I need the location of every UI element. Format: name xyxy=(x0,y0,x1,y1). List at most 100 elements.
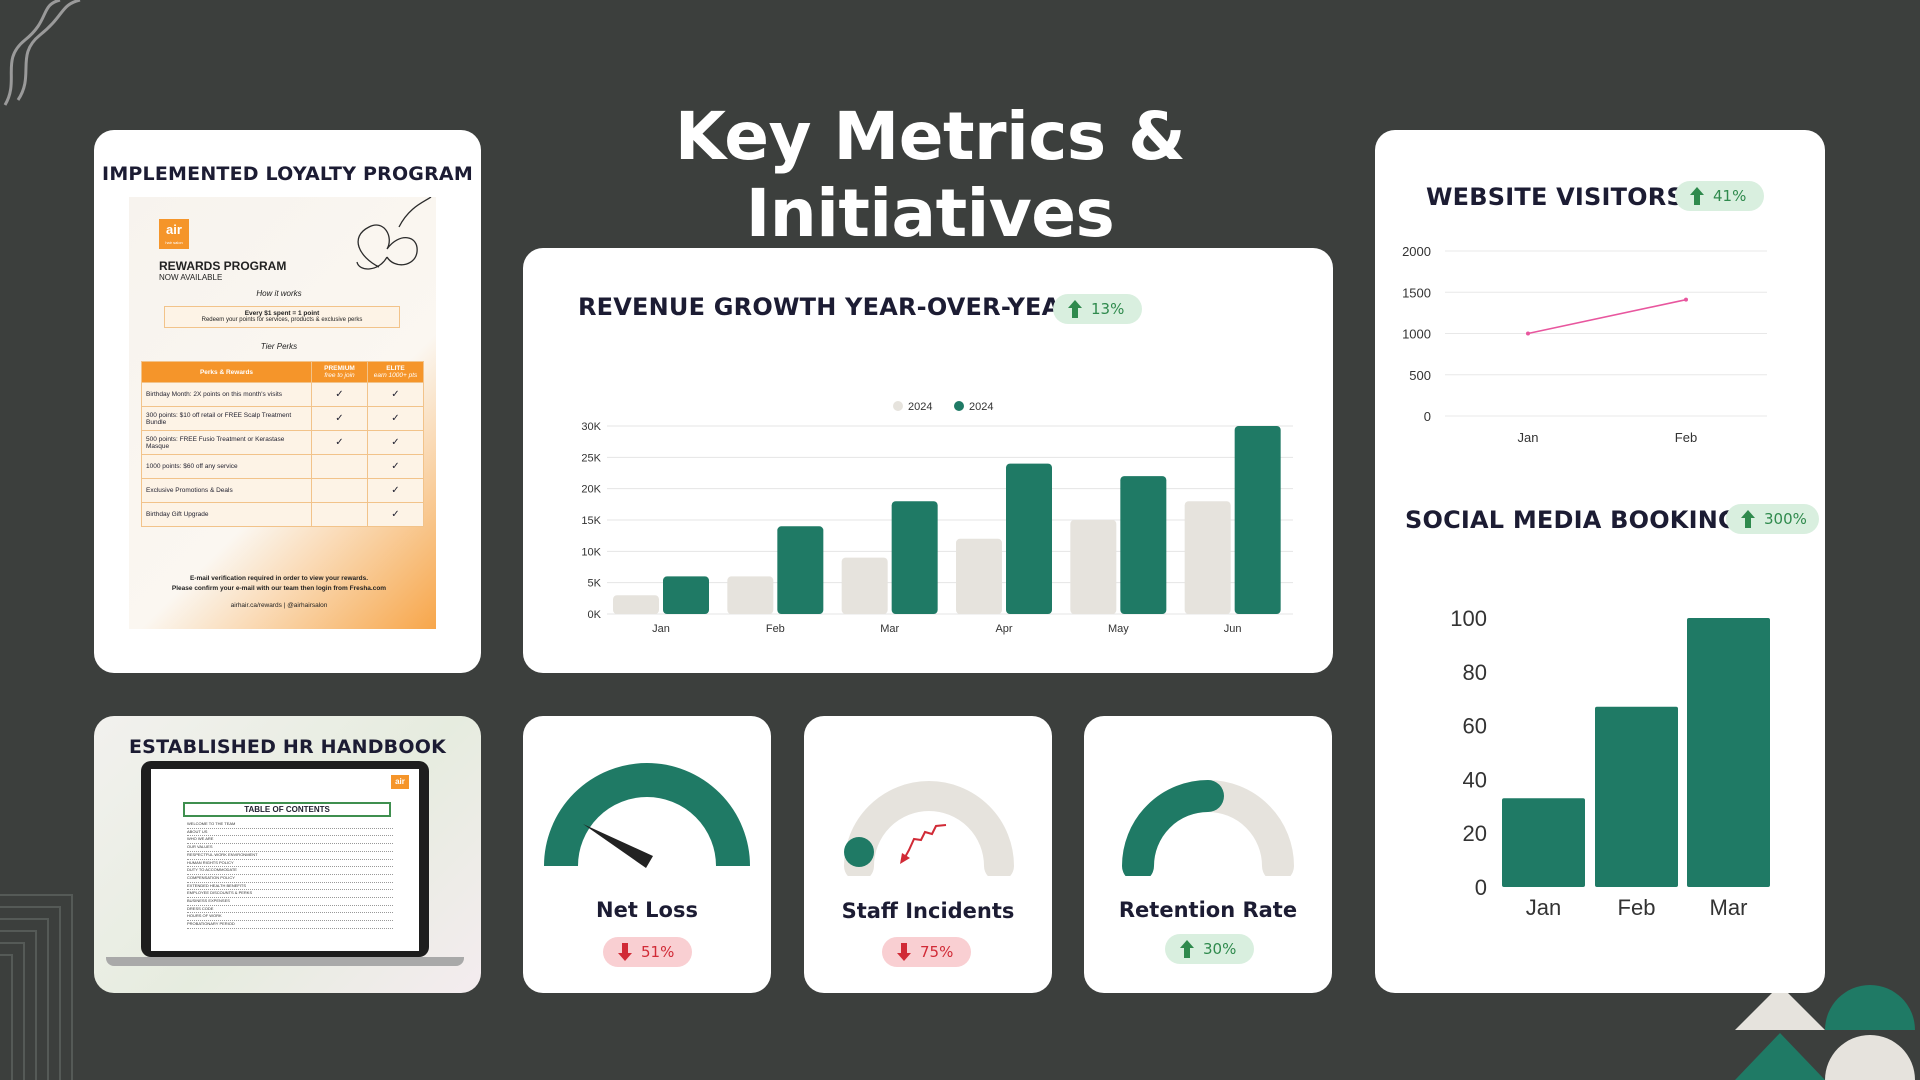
table-row: 1000 points: $60 off any service ✓ xyxy=(141,454,424,479)
page-title: Key Metrics & Initiatives xyxy=(674,98,1186,252)
toc-item: BUSINESS EXPENSES xyxy=(187,898,393,906)
toc-title: TABLE OF CONTENTS xyxy=(183,802,391,817)
staff-incidents-label: Staff Incidents xyxy=(841,899,1015,923)
y-tick-label: 2000 xyxy=(1402,244,1431,259)
retention-rate-gauge xyxy=(1122,780,1294,876)
elite-header: ELITE earn 1000+ pts xyxy=(367,361,424,383)
bar xyxy=(777,526,824,614)
y-tick-label: 20 xyxy=(1463,821,1487,846)
y-tick-label: 40 xyxy=(1463,767,1487,792)
line-series xyxy=(1527,298,1687,335)
toc-item: DRESS CODE xyxy=(187,906,393,914)
chart-legend: 2024 2024 xyxy=(893,401,993,413)
toc-item: ABOUT US xyxy=(187,829,393,837)
y-tick-label: 15K xyxy=(581,515,601,527)
net-loss-label: Net Loss xyxy=(596,898,698,922)
loyalty-program-card: IMPLEMENTED LOYALTY PROGRAM air hair sal… xyxy=(94,130,481,673)
table-row: 500 points: FREE Fusio Treatment or Kera… xyxy=(141,430,424,455)
toc-item: COMPENSATION POLICY xyxy=(187,875,393,883)
laptop-icon: air TABLE OF CONTENTS WELCOME TO THE TEA… xyxy=(141,761,429,957)
net-loss-badge: 51% xyxy=(603,937,693,967)
x-tick-label: Feb xyxy=(766,623,785,635)
bar xyxy=(1595,706,1678,887)
x-tick-label: May xyxy=(1108,623,1129,635)
trend-down-icon xyxy=(903,824,947,860)
bar xyxy=(1234,426,1281,614)
toc-item: HOURS OF WORK xyxy=(187,913,393,922)
y-tick-label: 20K xyxy=(581,484,601,496)
revenue-change-badge: 13% xyxy=(1053,294,1143,324)
y-tick-label: 1000 xyxy=(1402,327,1431,342)
toc-item: WELCOME TO THE TEAM xyxy=(187,821,393,829)
y-tick-label: 0K xyxy=(588,609,602,621)
laptop-base xyxy=(106,957,464,966)
bar xyxy=(1687,618,1770,887)
y-tick-label: 1500 xyxy=(1402,285,1431,300)
social-media-bookings-badge: 300% xyxy=(1726,504,1819,534)
legend-label: 2024 xyxy=(908,401,932,413)
legend-marker xyxy=(954,401,964,411)
y-tick-label: 30K xyxy=(581,421,601,433)
legend-label: 2024 xyxy=(969,401,993,413)
retention-rate-label: Retention Rate xyxy=(1118,898,1298,922)
x-tick-label: Jan xyxy=(1518,430,1539,445)
y-tick-label: 500 xyxy=(1409,368,1431,383)
bar xyxy=(891,501,938,614)
flyer-footer-1: E-mail verification required in order to… xyxy=(189,575,369,582)
bar xyxy=(613,595,659,614)
x-tick-label: Jan xyxy=(1526,895,1561,920)
perks-header: Perks & Rewards xyxy=(141,361,312,383)
toc-item: RESPECTFUL WORK ENVIRONMENT xyxy=(187,852,393,860)
air-logo: air xyxy=(391,775,409,789)
visitors-bookings-card: WEBSITE VISITORS 41% SOCIAL MEDIA BOOKIN… xyxy=(1375,130,1825,993)
retention-rate-badge: 30% xyxy=(1165,934,1255,964)
table-row: Birthday Gift Upgrade ✓ xyxy=(141,502,424,527)
table-row: Birthday Month: 2X points on this month'… xyxy=(141,382,424,407)
toc-list: WELCOME TO THE TEAM ABOUT US WHO WE ARE … xyxy=(187,821,393,929)
y-tick-label: 80 xyxy=(1463,660,1487,685)
table-row: 300 points: $10 off retail or FREE Scalp… xyxy=(141,406,424,431)
flyer-subheading: NOW AVAILABLE xyxy=(159,273,223,282)
toc-item: EMPLOYEE DISCOUNTS & PERKS xyxy=(187,890,393,899)
premium-header: PREMIUM free to join xyxy=(311,361,368,383)
flyer-rule-box: Every $1 spent = 1 point Redeem your poi… xyxy=(164,306,400,328)
bar xyxy=(1502,798,1585,887)
website-visitors-title: WEBSITE VISITORS xyxy=(1426,183,1684,211)
staff-incidents-gauge xyxy=(844,781,1014,876)
arrow-up-icon xyxy=(1068,300,1082,318)
bar xyxy=(1070,520,1117,614)
toc-item: DUTY TO ACCOMMODATE xyxy=(187,867,393,875)
y-tick-label: 100 xyxy=(1450,606,1487,631)
revenue-growth-card: REVENUE GROWTH YEAR-OVER-YEAR 13% 2024 20… xyxy=(523,248,1333,673)
retention-rate-card: Retention Rate 30% xyxy=(1084,716,1332,993)
rewards-flyer: air hair salon REWARDS PROGRAM NOW AVAIL… xyxy=(129,197,436,673)
loyalty-card-title: IMPLEMENTED LOYALTY PROGRAM xyxy=(102,163,473,185)
air-logo: air hair salon xyxy=(159,219,189,249)
y-tick-label: 25K xyxy=(581,452,601,464)
bar xyxy=(956,538,1002,614)
arrow-up-icon xyxy=(1180,940,1194,958)
staff-incidents-badge: 75% xyxy=(882,937,972,967)
gauge-needle-icon xyxy=(583,824,653,868)
arrow-up-icon xyxy=(1741,510,1755,528)
decorative-geometric-shapes xyxy=(1735,985,1915,1080)
net-loss-card: Net Loss 51% xyxy=(523,716,771,993)
flyer-tier: Tier Perks xyxy=(260,342,298,351)
toc-item: EXTENDED HEALTH BENEFITS xyxy=(187,883,393,891)
x-tick-label: Feb xyxy=(1618,895,1656,920)
toc-item: WHO WE ARE xyxy=(187,836,393,845)
bar xyxy=(663,576,709,614)
handbook-page: air TABLE OF CONTENTS WELCOME TO THE TEA… xyxy=(151,769,419,951)
social-media-bookings-title: SOCIAL MEDIA BOOKINGS xyxy=(1405,506,1756,534)
flyer-footer-2: Please confirm your e-mail with our team… xyxy=(171,585,387,592)
x-tick-label: Mar xyxy=(880,623,899,635)
y-tick-label: 5K xyxy=(588,578,602,590)
staff-incidents-card: Staff Incidents 75% xyxy=(804,716,1052,993)
website-visitors-badge: 41% xyxy=(1675,181,1765,211)
x-tick-label: Mar xyxy=(1710,895,1748,920)
revenue-bar-chart: 2024 2024 0K 5K 10K 15K 20K 25K 30K Jan Feb Mar Apr M… xyxy=(581,401,1293,635)
perks-table: Perks & Rewards PREMIUM free to join ELIT… xyxy=(141,361,424,527)
toc-item: OUR VALUES xyxy=(187,844,393,852)
x-tick-label: Jan xyxy=(652,623,670,635)
bar xyxy=(1184,501,1231,614)
